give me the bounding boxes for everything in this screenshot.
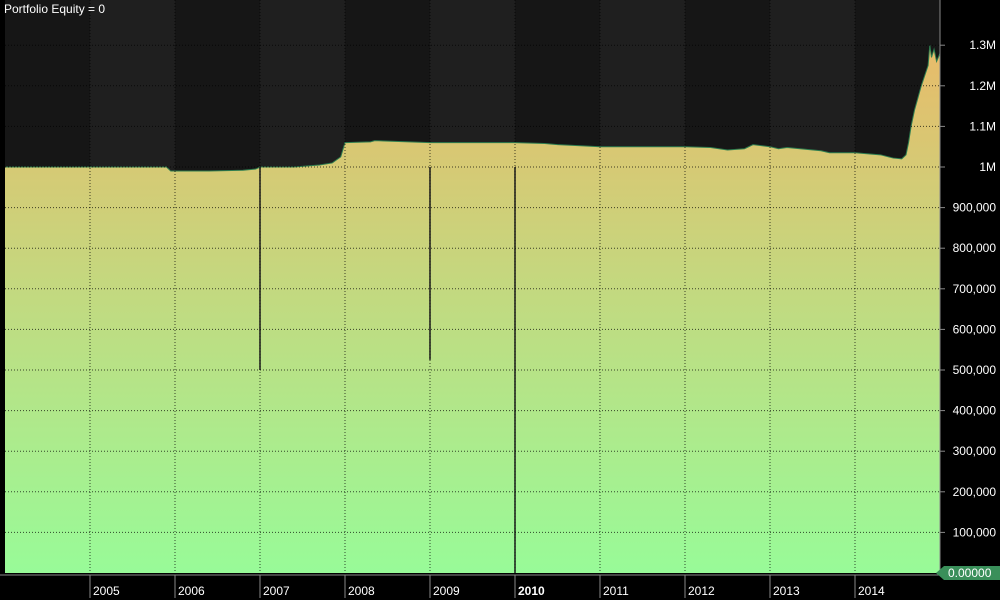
- y-tick-label: 200,000: [953, 485, 997, 499]
- y-tick-label: 900,000: [953, 201, 997, 215]
- equity-area: [5, 45, 940, 573]
- x-tick-label: 2010: [518, 584, 545, 598]
- y-tick-label: 1.2M: [969, 79, 996, 93]
- y-tick-label: 400,000: [953, 404, 997, 418]
- y-axis-panel: [940, 0, 1000, 600]
- y-axis-ticks: 100,000 200,000 300,000 400,000 500,000 600,0…: [940, 38, 996, 539]
- y-tick-label: 1.1M: [969, 119, 996, 133]
- x-tick-label: 2008: [348, 584, 375, 598]
- grid-lines: [5, 0, 940, 573]
- y-tick-label: 300,000: [953, 444, 997, 458]
- chart-title: Portfolio Equity = 0: [4, 2, 105, 16]
- y-tick-label: 600,000: [953, 322, 997, 336]
- x-tick-label: 2014: [858, 584, 885, 598]
- y-tick-label: 500,000: [953, 363, 997, 377]
- y-tick-label: 100,000: [953, 525, 997, 539]
- x-tick-label: 2011: [603, 584, 629, 598]
- x-tick-label: 2007: [263, 584, 290, 598]
- x-axis-panel: [0, 575, 940, 600]
- x-tick-label: 2009: [433, 584, 460, 598]
- y-tick-label: 1.3M: [969, 38, 996, 52]
- last-value-label: 0.00000: [948, 566, 992, 580]
- x-tick-label: 2005: [93, 584, 120, 598]
- x-tick-label: 2012: [688, 584, 715, 598]
- y-tick-label: 700,000: [953, 282, 997, 296]
- y-tick-label: 800,000: [953, 241, 997, 255]
- x-tick-label: 2013: [773, 584, 800, 598]
- equity-line: [5, 45, 941, 172]
- last-value-marker: 0.00000: [936, 566, 1000, 580]
- y-tick-label: 1M: [979, 160, 996, 174]
- x-tick-label: 2006: [178, 584, 205, 598]
- x-axis-ticks: 2005 2006 2007 2008 2009 2010 2011 2012 2013 2014: [89, 575, 885, 598]
